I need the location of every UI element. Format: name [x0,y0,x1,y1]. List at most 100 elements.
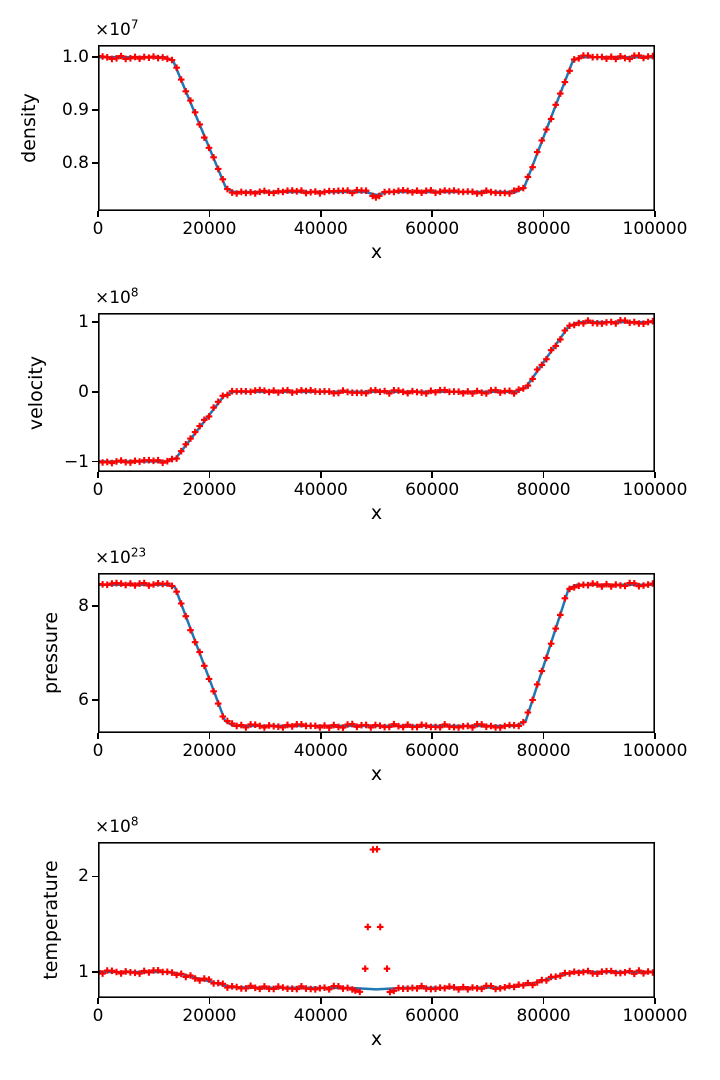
x-axis-title: x [370,502,383,524]
y-tick-mark [92,321,98,323]
plot-area-velocity [98,313,655,472]
x-tick-label: 40000 [293,480,348,500]
y-axis-title: pressure [40,611,62,695]
x-tick-label: 100000 [622,219,688,239]
data-line [98,55,655,197]
y-tick-label: 1 [78,962,89,982]
x-tick-mark [97,472,99,478]
x-tick-mark [542,211,545,217]
y-tick-mark [92,875,98,878]
y-tick-label: 8 [78,595,89,616]
x-tick-label: 20000 [182,219,237,239]
y-tick-mark [92,391,98,393]
x-tick-mark [320,733,322,739]
offset-base: ×10 [95,288,131,308]
y-tick-mark [92,605,98,607]
x-tick-label: 40000 [293,1006,348,1026]
plot-frame [98,842,655,998]
x-tick-mark [431,472,433,478]
axis-offset-text: ×108 [95,815,139,839]
y-tick-label: 2 [78,866,89,887]
x-axis-title: x [370,1028,383,1050]
y-tick-mark [92,699,98,701]
offset-exponent: 8 [130,285,139,300]
x-tick-mark [654,211,656,217]
y-tick-mark [92,971,98,973]
offset-exponent: 23 [130,545,147,560]
y-tick-label: 6 [78,690,89,711]
x-tick-mark [97,211,99,217]
x-tick-mark [97,733,99,739]
data-markers [98,845,655,996]
y-tick-label: 0.9 [61,100,89,121]
data-markers [98,52,655,201]
axis-offset-text: ×1023 [95,546,146,570]
x-tick-label: 0 [92,480,104,500]
data-line [98,970,655,991]
y-axis-title: velocity [25,355,47,430]
data-line [98,583,655,728]
offset-exponent: 8 [130,814,139,829]
x-tick-mark [654,998,656,1004]
y-tick-mark [92,56,98,58]
x-tick-mark [431,998,433,1004]
x-tick-label: 60000 [405,741,460,761]
x-tick-mark [208,998,211,1004]
y-tick-label: −1 [63,451,89,472]
y-tick-mark [92,109,98,111]
x-tick-mark [542,733,545,739]
data-markers [98,317,655,467]
plot-frame [98,573,655,733]
data-line [98,320,655,463]
x-tick-label: 0 [92,219,104,239]
x-tick-mark [208,472,211,478]
plot-area-density [98,45,655,211]
y-tick-label: 0 [78,381,89,402]
x-tick-label: 80000 [516,480,571,500]
x-tick-mark [320,998,322,1004]
x-tick-label: 100000 [622,480,688,500]
data-markers [98,579,655,731]
x-tick-label: 60000 [405,480,460,500]
x-tick-mark [97,998,99,1004]
x-tick-mark [431,211,433,217]
axis-offset-text: ×107 [95,18,139,42]
axis-offset-text: ×108 [95,286,139,310]
x-tick-mark [431,733,433,739]
x-tick-label: 80000 [516,1006,571,1026]
x-tick-label: 80000 [516,219,571,239]
y-axis-title: temperature [40,860,62,980]
x-tick-label: 20000 [182,480,237,500]
y-tick-mark [92,162,98,164]
y-tick-label: 1 [78,312,89,333]
x-tick-mark [320,211,322,217]
x-tick-label: 20000 [182,741,237,761]
x-tick-label: 40000 [293,741,348,761]
y-tick-label: 0.8 [61,152,89,173]
x-axis-title: x [370,241,383,263]
x-tick-label: 0 [92,1006,104,1026]
offset-base: ×10 [95,548,131,568]
x-tick-label: 0 [92,741,104,761]
offset-base: ×10 [95,20,131,40]
x-tick-label: 60000 [405,1006,460,1026]
plot-frame [98,45,655,211]
x-tick-mark [542,472,545,478]
x-tick-label: 60000 [405,219,460,239]
y-axis-title: density [18,93,40,163]
x-tick-label: 40000 [293,219,348,239]
y-tick-label: 1.0 [61,47,89,68]
x-tick-label: 100000 [622,741,688,761]
x-tick-label: 100000 [622,1006,688,1026]
x-tick-mark [320,472,322,478]
x-tick-mark [654,733,656,739]
y-tick-mark [92,460,98,463]
plot-area-temperature [98,842,655,998]
x-tick-mark [208,733,211,739]
x-tick-label: 20000 [182,1006,237,1026]
x-tick-mark [208,211,211,217]
